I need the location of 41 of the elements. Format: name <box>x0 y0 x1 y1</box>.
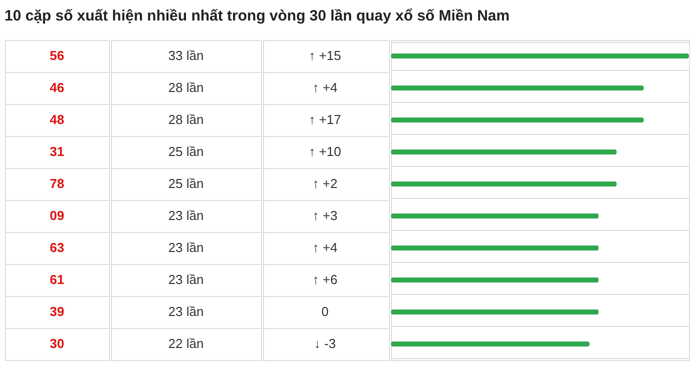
y-tick-label: 48 <box>50 112 64 127</box>
y-tick-label: 09 <box>50 208 64 223</box>
data-label: 23 lần <box>168 272 204 287</box>
bar <box>391 310 599 314</box>
data-label: 22 lần <box>168 336 204 351</box>
data-label: 23 lần <box>168 240 204 255</box>
y-tick-label: 30 <box>50 336 64 351</box>
text: ↑ +10 <box>308 144 342 159</box>
text: ↑ +3 <box>312 208 338 223</box>
bar <box>391 182 617 186</box>
bar <box>391 54 689 58</box>
text: 0 <box>321 304 329 319</box>
bar <box>391 342 590 346</box>
bar <box>391 86 644 90</box>
y-tick-label: 39 <box>50 304 64 319</box>
data-label: 23 lần <box>168 304 204 319</box>
text: ↑ +4 <box>312 240 338 255</box>
bar <box>391 278 599 282</box>
text: 10 cặp số xuất hiện nhiều nhất trong vòng 30 lần quay xổ số Miền Nam <box>4 8 510 24</box>
y-tick-label: 31 <box>50 144 64 159</box>
text: ↑ +17 <box>308 112 342 127</box>
data-label: 25 lần <box>168 176 204 191</box>
text: ↑ +4 <box>312 80 338 95</box>
data-label: 28 lần <box>168 80 204 95</box>
y-tick-label: 61 <box>50 272 64 287</box>
y-tick-label: 46 <box>50 80 64 95</box>
text: ↑ +2 <box>312 176 338 191</box>
y-tick-label: 78 <box>50 176 64 191</box>
bar <box>391 118 644 122</box>
data-label: 33 lần <box>168 48 204 63</box>
text: ↑ +15 <box>308 48 342 63</box>
text: ↓ -3 <box>314 336 336 351</box>
y-tick-label: 56 <box>50 48 64 63</box>
y-tick-label: 63 <box>50 240 64 255</box>
text: ↑ +6 <box>312 272 338 287</box>
bar <box>391 150 617 154</box>
bar <box>391 214 599 218</box>
data-label: 23 lần <box>168 208 204 223</box>
data-label: 28 lần <box>168 112 204 127</box>
bar <box>391 246 599 250</box>
data-label: 25 lần <box>168 144 204 159</box>
